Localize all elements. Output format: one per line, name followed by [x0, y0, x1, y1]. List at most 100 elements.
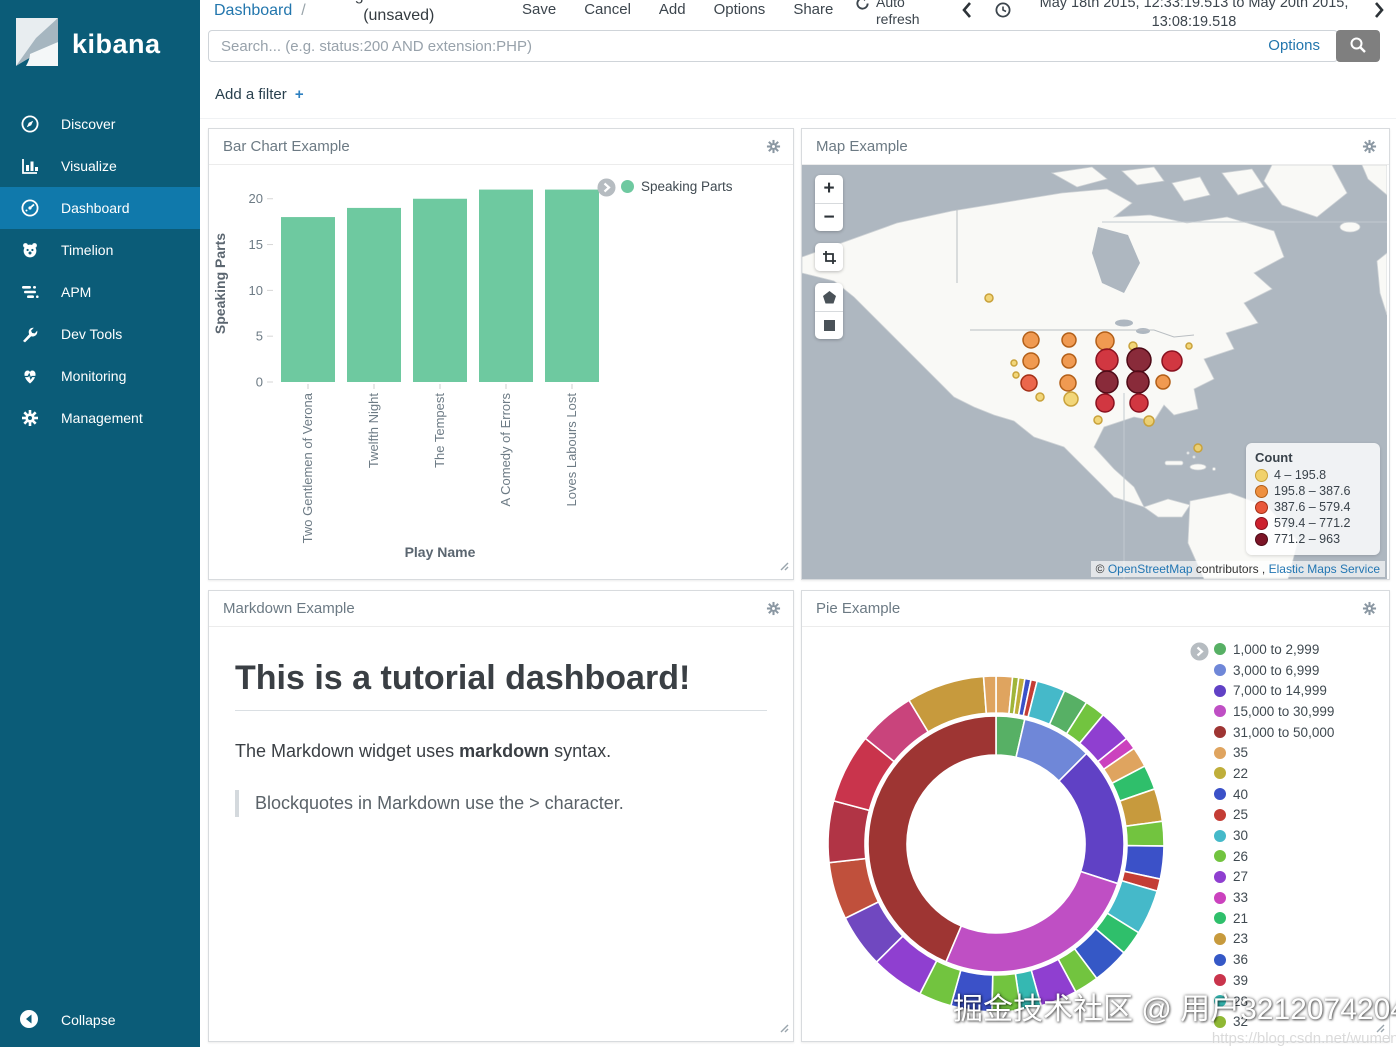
legend-swatch — [1214, 891, 1226, 904]
app-title: kibana — [72, 29, 161, 59]
legend-swatch — [1255, 500, 1268, 514]
markdown-paragraph: The Markdown widget uses markdown syntax… — [235, 741, 612, 761]
legend-item[interactable]: Speaking Parts — [621, 179, 733, 194]
pie-legend-item[interactable]: 1,000 to 2,999 — [1214, 639, 1334, 660]
panel-gear-icon[interactable] — [766, 139, 781, 159]
panel-title[interactable]: Bar Chart Example — [223, 138, 350, 155]
sidebar-item-management[interactable]: Management — [0, 397, 200, 439]
breadcrumb-dashboard-link[interactable]: Dashboard — [214, 2, 293, 19]
add-button[interactable]: Add — [658, 1, 686, 18]
legend-toggle-icon[interactable] — [597, 178, 616, 197]
panel-gear-icon[interactable] — [1362, 601, 1377, 621]
auto-refresh-button[interactable]: Auto refresh — [855, 0, 928, 28]
resize-handle-icon[interactable] — [779, 1020, 789, 1038]
sidebar-item-label: Timelion — [61, 242, 114, 258]
map-legend-item: 771.2 – 963 — [1255, 532, 1371, 546]
legend-label: 1,000 to 2,999 — [1233, 641, 1320, 657]
sidebar-item-discover[interactable]: Discover — [0, 103, 200, 145]
legend-swatch — [621, 180, 634, 193]
resize-handle-icon[interactable] — [1375, 1020, 1385, 1038]
pie-legend-item[interactable]: 32 — [1214, 1011, 1334, 1032]
pie-legend-item[interactable]: 39 — [1214, 970, 1334, 991]
panel-bar-chart: Bar Chart Example 0 5 10 15 20 Two Gentlemen … — [208, 128, 794, 580]
panel-gear-icon[interactable] — [766, 601, 781, 621]
pie-legend-item[interactable]: 7,000 to 14,999 — [1214, 680, 1334, 701]
map-body[interactable]: + − — [802, 165, 1389, 579]
sidebar-item-apm[interactable]: APM — [0, 271, 200, 313]
legend-label: 25 — [1233, 807, 1249, 823]
pie-legend-item[interactable]: 27 — [1214, 867, 1334, 888]
map-polygon-tool-button[interactable] — [815, 283, 843, 311]
bar-chart-icon — [19, 155, 41, 177]
time-range-display[interactable]: May 18th 2015, 12:33:19.513 to May 20th … — [1039, 0, 1349, 30]
legend-label: 15,000 to 30,999 — [1233, 703, 1335, 719]
search-input[interactable] — [208, 30, 1338, 62]
openstreetmap-link[interactable]: OpenStreetMap — [1107, 562, 1193, 576]
svg-text:5: 5 — [256, 329, 263, 344]
legend-swatch — [1255, 516, 1268, 530]
map-zoom-in-button[interactable]: + — [815, 175, 843, 203]
add-filter-button[interactable]: Add a filter + — [215, 86, 304, 103]
sidebar-item-timelion[interactable]: Timelion — [0, 229, 200, 271]
sidebar-collapse-button[interactable]: Collapse — [0, 999, 219, 1041]
gear-icon — [19, 407, 41, 429]
legend-label: 35 — [1233, 745, 1249, 761]
legend-toggle-icon[interactable] — [1190, 642, 1209, 661]
pie-legend-item[interactable]: 21 — [1214, 908, 1334, 929]
elastic-maps-service-link[interactable]: Elastic Maps Service — [1268, 562, 1380, 576]
pie-legend-item[interactable]: 40 — [1214, 784, 1334, 805]
pie-legend-item[interactable]: 23 — [1214, 929, 1334, 950]
pie-legend-item[interactable]: 31,000 to 50,000 — [1214, 722, 1334, 743]
heartbeat-icon — [19, 365, 41, 387]
legend-swatch — [1214, 746, 1226, 759]
options-button[interactable]: Options — [713, 1, 766, 18]
sidebar-item-devtools[interactable]: Dev Tools — [0, 313, 200, 355]
map-zoom-out-button[interactable]: − — [815, 203, 843, 231]
pie-legend-item[interactable]: 22 — [1214, 763, 1334, 784]
share-button[interactable]: Share — [793, 1, 834, 18]
resize-handle-icon[interactable] — [779, 558, 789, 576]
legend-swatch — [1214, 850, 1226, 863]
legend-label: 4 – 195.8 — [1274, 468, 1327, 482]
sidebar-item-dashboard[interactable]: Dashboard — [0, 187, 200, 229]
sidebar-item-monitoring[interactable]: Monitoring — [0, 355, 200, 397]
bar-chart[interactable]: 0 5 10 15 20 Two Gentlemen of Verona Twelfth N… — [209, 165, 791, 579]
clock-icon — [995, 2, 1011, 23]
breadcrumb-separator: / — [301, 2, 306, 19]
pie-legend-item[interactable]: 28 — [1214, 991, 1334, 1012]
svg-text:0: 0 — [256, 375, 263, 390]
time-back-chevron-icon[interactable] — [960, 1, 974, 24]
panel-title[interactable]: Markdown Example — [223, 600, 355, 617]
legend-label: 195.8 – 387.6 — [1274, 484, 1351, 498]
time-forward-chevron-icon[interactable] — [1372, 1, 1386, 24]
pie-legend-item[interactable]: 36 — [1214, 949, 1334, 970]
pie-legend-item[interactable]: 3,000 to 6,999 — [1214, 660, 1334, 681]
panel-pie: Pie Example 1,000 to 2,999 3,000 to 6,999… — [801, 590, 1390, 1042]
panel-title[interactable]: Pie Example — [816, 600, 901, 617]
save-button[interactable]: Save — [522, 1, 557, 18]
map-rectangle-tool-button[interactable] — [815, 311, 843, 339]
pie-legend-item[interactable]: 35 — [1214, 742, 1334, 763]
panel-gear-icon[interactable] — [1362, 139, 1377, 159]
legend-label: 21 — [1233, 910, 1249, 926]
panel-map: Map Example — [801, 128, 1390, 580]
legend-label: 771.2 – 963 — [1274, 532, 1341, 546]
pie-legend-item[interactable]: 30 — [1214, 825, 1334, 846]
cancel-button[interactable]: Cancel — [584, 1, 631, 18]
legend-label: 39 — [1233, 972, 1249, 988]
svg-text:Twelfth Night: Twelfth Night — [366, 393, 381, 469]
bar-legend: Speaking Parts — [621, 179, 733, 194]
search-button[interactable] — [1336, 30, 1380, 62]
apm-icon — [19, 281, 41, 303]
plus-icon: + — [294, 86, 304, 103]
sidebar-item-visualize[interactable]: Visualize — [0, 145, 200, 187]
pie-legend-item[interactable]: 26 — [1214, 846, 1334, 867]
pie-legend-item[interactable]: 15,000 to 30,999 — [1214, 701, 1334, 722]
panel-title[interactable]: Map Example — [816, 138, 908, 155]
map-fit-bounds-button[interactable] — [815, 243, 843, 271]
search-icon — [1349, 36, 1367, 57]
search-options-link[interactable]: Options — [1268, 37, 1320, 54]
pie-chart[interactable] — [802, 627, 1387, 1041]
pie-legend-item[interactable]: 25 — [1214, 805, 1334, 826]
pie-legend-item[interactable]: 33 — [1214, 887, 1334, 908]
